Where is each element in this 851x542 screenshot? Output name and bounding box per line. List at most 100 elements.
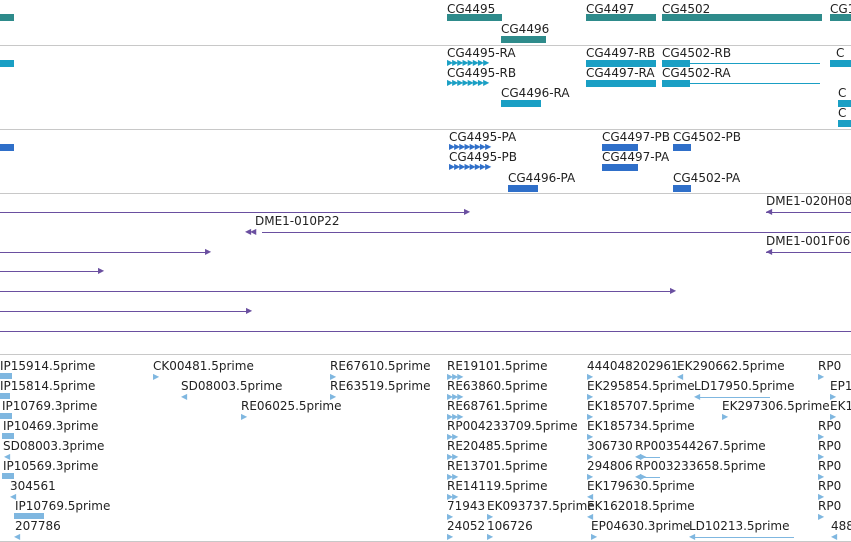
feature-block[interactable] — [662, 14, 822, 21]
strand-arrow-icon[interactable]: ◀ — [14, 532, 20, 541]
feature-label[interactable]: 306730 — [587, 439, 633, 453]
strand-arrow-icon[interactable]: ▶ — [818, 432, 824, 441]
feature-label[interactable]: CG4497-RB — [586, 46, 656, 60]
strand-arrow-icon[interactable]: ▶ — [487, 512, 493, 521]
feature-label[interactable]: CG4502-RA — [662, 66, 731, 80]
feature-label[interactable]: EK162018.5prime — [587, 499, 695, 513]
feature-label[interactable]: 304561 — [10, 479, 56, 493]
feature-label[interactable]: CG4502-PA — [673, 171, 741, 185]
feature-label[interactable]: LD10213.5prime — [689, 519, 790, 533]
strand-arrow-icon[interactable]: ◀ — [689, 532, 695, 541]
strand-arrow-icon[interactable]: ▶ — [246, 306, 252, 315]
feature-block[interactable] — [0, 373, 12, 379]
feature-label[interactable]: RP0 — [818, 479, 842, 493]
feature-block[interactable] — [830, 14, 851, 21]
feature-connector-line[interactable] — [0, 311, 248, 312]
strand-arrow-icon[interactable]: ▶▶▶ — [447, 392, 464, 401]
feature-label[interactable]: 488 — [831, 519, 851, 533]
feature-label[interactable]: RE63519.5prime — [330, 379, 431, 393]
strand-arrow-icon[interactable]: ◀ — [694, 392, 700, 401]
strand-arrow-icon[interactable]: ▶ — [587, 432, 593, 441]
feature-label[interactable]: CG4502 — [662, 2, 711, 16]
feature-label[interactable]: IP10469.3prime — [3, 419, 99, 433]
feature-connector-line[interactable] — [0, 331, 851, 332]
strand-arrow-icon[interactable]: ▶▶▶▶▶▶▶▶ — [447, 78, 489, 87]
feature-block[interactable] — [0, 413, 12, 419]
feature-connector-line[interactable] — [0, 212, 465, 213]
feature-block[interactable] — [602, 164, 638, 171]
feature-label[interactable]: IP15914.5prime — [0, 359, 96, 373]
strand-arrow-icon[interactable]: ▶ — [591, 532, 597, 541]
feature-label[interactable]: CG4496-RA — [501, 86, 570, 100]
feature-block[interactable] — [838, 100, 851, 107]
strand-arrow-icon[interactable]: ▶▶ — [447, 472, 458, 481]
feature-label[interactable]: SD08003.5prime — [181, 379, 283, 393]
feature-label[interactable]: RP0 — [818, 459, 842, 473]
strand-arrow-icon[interactable]: ◀ — [587, 512, 593, 521]
feature-label[interactable]: LD17950.5prime — [694, 379, 795, 393]
strand-arrow-icon[interactable]: ▶ — [330, 392, 336, 401]
strand-arrow-icon[interactable]: ▶ — [587, 472, 593, 481]
feature-connector-line[interactable] — [0, 271, 100, 272]
strand-arrow-icon[interactable]: ◀ — [766, 247, 772, 256]
feature-label[interactable]: RE63860.5prime — [447, 379, 548, 393]
feature-label[interactable]: CG4502-RB — [662, 46, 732, 60]
feature-label[interactable]: CG4495 — [447, 2, 496, 16]
feature-label[interactable]: EP04630.3prime — [591, 519, 691, 533]
feature-block[interactable] — [602, 144, 638, 151]
feature-label[interactable]: 24052 — [447, 519, 486, 533]
strand-arrow-icon[interactable]: ▶ — [818, 452, 824, 461]
strand-arrow-icon[interactable]: ▶▶▶ — [447, 412, 464, 421]
feature-label[interactable]: SD08003.3prime — [3, 439, 105, 453]
feature-label[interactable]: EK297306.5prime — [722, 399, 830, 413]
feature-block[interactable] — [501, 100, 541, 107]
strand-arrow-icon[interactable]: ▶ — [447, 532, 453, 541]
feature-label[interactable]: RP0 — [818, 499, 842, 513]
feature-label[interactable]: EK093737.5prime — [487, 499, 595, 513]
feature-block[interactable] — [830, 60, 851, 67]
feature-label[interactable]: RP0 — [818, 439, 842, 453]
strand-arrow-icon[interactable]: ▶ — [830, 412, 836, 421]
feature-block[interactable] — [2, 433, 14, 439]
feature-label[interactable]: RP003544267.5prime — [635, 439, 766, 453]
strand-arrow-icon[interactable]: ◀▶ — [635, 452, 646, 461]
feature-block[interactable] — [673, 185, 691, 192]
feature-label[interactable]: EP1 — [830, 379, 851, 393]
feature-connector-line[interactable] — [700, 397, 770, 398]
feature-connector-line[interactable] — [690, 83, 820, 84]
strand-arrow-icon[interactable]: ▶ — [487, 532, 493, 541]
strand-arrow-icon[interactable]: ◀ — [4, 452, 10, 461]
feature-label[interactable]: RP0 — [818, 419, 842, 433]
strand-arrow-icon[interactable]: ▶ — [587, 392, 593, 401]
strand-arrow-icon[interactable]: ▶ — [830, 392, 836, 401]
strand-arrow-icon[interactable]: ▶ — [818, 492, 824, 501]
strand-arrow-icon[interactable]: ▶ — [818, 512, 824, 521]
feature-connector-line[interactable] — [640, 477, 660, 478]
feature-label[interactable]: RE20485.5prime — [447, 439, 548, 453]
feature-label[interactable]: CG4495-RA — [447, 46, 516, 60]
feature-label[interactable]: CG4495-PA — [449, 130, 517, 144]
strand-arrow-icon[interactable]: ▶ — [330, 372, 336, 381]
strand-arrow-icon[interactable]: ▶▶ — [447, 452, 458, 461]
feature-label[interactable]: EK179630.5prime — [587, 479, 695, 493]
feature-label[interactable]: EK185707.5prime — [587, 399, 695, 413]
feature-label[interactable]: 444048202961 — [587, 359, 679, 373]
strand-arrow-icon[interactable]: ◀ — [831, 532, 837, 541]
strand-arrow-icon[interactable]: ▶▶▶ — [447, 372, 464, 381]
strand-arrow-icon[interactable]: ▶ — [818, 472, 824, 481]
strand-arrow-icon[interactable]: ▶ — [587, 372, 593, 381]
strand-arrow-icon[interactable]: ▶▶▶▶▶▶▶▶ — [447, 58, 489, 67]
feature-label[interactable]: CG4495-PB — [449, 150, 518, 164]
feature-label[interactable]: CG4496-PA — [508, 171, 576, 185]
feature-connector-line[interactable] — [262, 232, 851, 233]
feature-label[interactable]: DME1-001F06 — [766, 234, 851, 248]
strand-arrow-icon[interactable]: ▶ — [722, 412, 728, 421]
strand-arrow-icon[interactable]: ▶▶ — [447, 492, 458, 501]
feature-block[interactable] — [14, 513, 44, 519]
strand-arrow-icon[interactable]: ▶ — [98, 266, 104, 275]
feature-label[interactable]: CG4497-PB — [602, 130, 671, 144]
strand-arrow-icon[interactable]: ◀ — [181, 392, 187, 401]
feature-block[interactable] — [2, 473, 14, 479]
feature-connector-line[interactable] — [0, 291, 672, 292]
feature-label[interactable]: EK290662.5prime — [677, 359, 785, 373]
